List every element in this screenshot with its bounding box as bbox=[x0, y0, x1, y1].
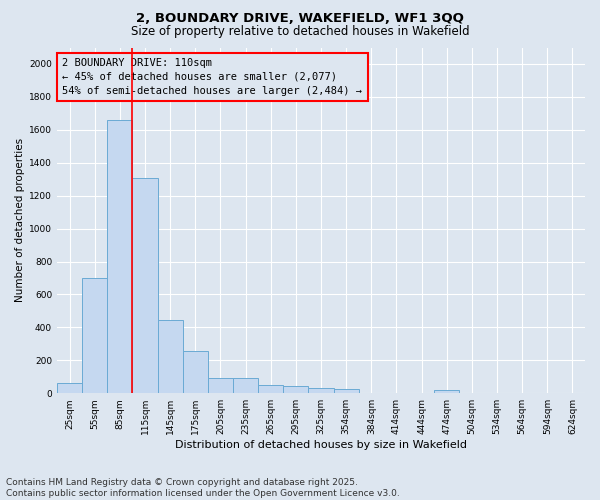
Bar bbox=[82, 278, 107, 393]
Text: 2 BOUNDARY DRIVE: 110sqm
← 45% of detached houses are smaller (2,077)
54% of sem: 2 BOUNDARY DRIVE: 110sqm ← 45% of detach… bbox=[62, 58, 362, 96]
Bar bbox=[434, 390, 459, 393]
Bar bbox=[107, 120, 133, 393]
Bar bbox=[283, 386, 308, 393]
X-axis label: Distribution of detached houses by size in Wakefield: Distribution of detached houses by size … bbox=[175, 440, 467, 450]
Text: Contains HM Land Registry data © Crown copyright and database right 2025.
Contai: Contains HM Land Registry data © Crown c… bbox=[6, 478, 400, 498]
Bar bbox=[57, 382, 82, 393]
Bar bbox=[308, 388, 334, 393]
Text: Size of property relative to detached houses in Wakefield: Size of property relative to detached ho… bbox=[131, 25, 469, 38]
Text: 2, BOUNDARY DRIVE, WAKEFIELD, WF1 3QQ: 2, BOUNDARY DRIVE, WAKEFIELD, WF1 3QQ bbox=[136, 12, 464, 26]
Bar bbox=[158, 320, 183, 393]
Bar bbox=[233, 378, 258, 393]
Y-axis label: Number of detached properties: Number of detached properties bbox=[15, 138, 25, 302]
Bar bbox=[183, 351, 208, 393]
Bar bbox=[334, 389, 359, 393]
Bar bbox=[133, 178, 158, 393]
Bar bbox=[208, 378, 233, 393]
Bar bbox=[258, 385, 283, 393]
